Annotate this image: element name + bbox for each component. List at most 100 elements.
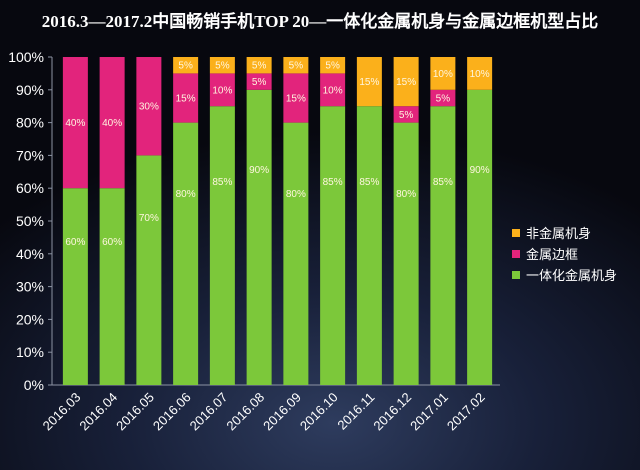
x-tick-label: 2016.04: [76, 390, 120, 434]
bar-metal-frame: [320, 73, 346, 107]
data-label-unibody-metal: 85%: [433, 177, 453, 188]
legend-label-metal-frame: 金属边框: [526, 248, 579, 263]
legend-swatch-metal-frame: [512, 249, 520, 258]
data-label-unibody-metal: 80%: [286, 189, 306, 200]
y-tick-label: 20%: [16, 311, 44, 327]
x-tick-label: 2016.10: [297, 390, 341, 434]
bar-unibody-metal: [430, 106, 456, 385]
legend-item-non-metal-body: 非金属机身: [512, 222, 636, 243]
y-axis-labels: 0% 10% 20% 30% 40% 50% 60% 70% 80% 90% 100%: [8, 49, 44, 393]
bar-metal-frame: [246, 73, 272, 90]
y-tick-label: 30%: [16, 279, 44, 295]
data-label-unibody-metal: 60%: [65, 237, 85, 248]
data-label-unibody-metal: 85%: [323, 177, 343, 188]
data-label-unibody-metal: 80%: [396, 189, 416, 200]
data-label-metal-frame: 15%: [286, 94, 306, 105]
bar-unibody-metal: [209, 106, 235, 385]
legend: 非金属机身 金属边框 一体化金属机身: [512, 222, 636, 285]
bar-unibody-metal: [467, 89, 493, 386]
bar-unibody-metal: [356, 106, 382, 385]
data-label-unibody-metal: 60%: [102, 237, 122, 248]
bar-non-metal-body: [393, 57, 419, 107]
x-tick-label: 2017.01: [407, 390, 451, 434]
data-label-metal-frame: 5%: [399, 110, 414, 121]
x-tick-label: 2016.05: [113, 390, 157, 434]
axes: [48, 56, 500, 386]
data-label-metal-frame: 10%: [323, 85, 343, 96]
x-tick-label: 2016.03: [40, 390, 84, 434]
y-tick-label: 80%: [16, 115, 44, 131]
data-label-non-metal-body: 15%: [359, 77, 379, 88]
data-label-metal-frame: 15%: [176, 94, 196, 105]
data-label-non-metal-body: 5%: [252, 61, 267, 72]
legend-item-unibody-metal: 一体化金属机身: [512, 264, 636, 285]
y-tick-label: 60%: [16, 180, 44, 196]
data-label-non-metal-body: 5%: [289, 61, 304, 72]
bar-metal-frame: [99, 57, 125, 189]
bar-metal-frame: [393, 106, 419, 123]
data-label-unibody-metal: 85%: [359, 177, 379, 188]
x-tick-label: 2016.12: [370, 390, 414, 434]
x-tick-label: 2016.07: [187, 390, 231, 434]
bar-metal-frame: [173, 73, 199, 123]
data-label-metal-frame: 40%: [102, 118, 122, 129]
data-label-non-metal-body: 10%: [433, 69, 453, 80]
data-label-unibody-metal: 90%: [470, 165, 490, 176]
data-label-non-metal-body: 15%: [396, 77, 416, 88]
x-axis-labels: 2016.032016.042016.052016.062016.072016.…: [40, 390, 488, 434]
bar-non-metal-body: [356, 57, 382, 107]
data-label-non-metal-body: 5%: [178, 61, 193, 72]
legend-label-unibody-metal: 一体化金属机身: [526, 269, 618, 284]
bar-non-metal-body: [246, 57, 272, 74]
x-tick-label: 2016.11: [334, 390, 377, 433]
x-tick-label: 2016.09: [260, 390, 304, 434]
bar-non-metal-body: [283, 57, 309, 74]
data-label-metal-frame: 5%: [436, 94, 451, 105]
bar-metal-frame: [430, 89, 456, 107]
bar-unibody-metal: [246, 89, 272, 386]
bar-metal-frame: [209, 73, 235, 107]
data-label-metal-frame: 5%: [252, 77, 267, 88]
bar-unibody-metal: [320, 106, 346, 385]
data-label-unibody-metal: 90%: [249, 165, 269, 176]
bar-non-metal-body: [209, 57, 235, 74]
bar-non-metal-body: [467, 57, 493, 90]
x-tick-label: 2017.02: [444, 390, 488, 434]
data-label-non-metal-body: 5%: [215, 61, 230, 72]
data-label-non-metal-body: 5%: [325, 61, 340, 72]
data-label-metal-frame: 30%: [139, 102, 159, 113]
bar-unibody-metal: [393, 122, 419, 385]
bar-non-metal-body: [173, 57, 199, 74]
legend-swatch-non-metal-body: [512, 228, 520, 237]
y-tick-label: 50%: [16, 213, 44, 229]
y-tick-label: 40%: [16, 246, 44, 262]
bar-unibody-metal: [62, 188, 88, 385]
bar-metal-frame: [283, 73, 309, 123]
data-labels: 60% 40% 60% 40% 70% 30% 80% 15% 5% 85% 10% 5% 90% 5% 5…: [65, 61, 489, 248]
data-label-unibody-metal: 85%: [212, 177, 232, 188]
y-tick-label: 0%: [24, 377, 44, 393]
bar-metal-frame: [136, 57, 162, 156]
bar-unibody-metal: [283, 122, 309, 385]
bars: [62, 57, 493, 386]
bar-unibody-metal: [99, 188, 125, 385]
bar-non-metal-body: [320, 57, 346, 74]
bar-unibody-metal: [136, 155, 162, 385]
data-label-metal-frame: 10%: [212, 85, 232, 96]
data-label-unibody-metal: 70%: [139, 213, 159, 224]
bar-non-metal-body: [430, 57, 456, 90]
bar-unibody-metal: [173, 122, 199, 385]
x-tick-label: 2016.08: [223, 390, 267, 434]
y-tick-label: 100%: [8, 49, 44, 65]
legend-item-metal-frame: 金属边框: [512, 243, 636, 264]
data-label-unibody-metal: 80%: [176, 189, 196, 200]
data-label-non-metal-body: 10%: [470, 69, 490, 80]
chart-title: 2016.3—2017.2中国畅销手机TOP 20—一体化金属机身与金属边框机型…: [41, 12, 599, 31]
data-label-metal-frame: 40%: [65, 118, 85, 129]
y-tick-label: 70%: [16, 147, 44, 163]
x-tick-label: 2016.06: [150, 390, 194, 434]
y-tick-label: 90%: [16, 82, 44, 98]
y-tick-label: 10%: [16, 344, 44, 360]
legend-swatch-unibody-metal: [512, 270, 520, 279]
